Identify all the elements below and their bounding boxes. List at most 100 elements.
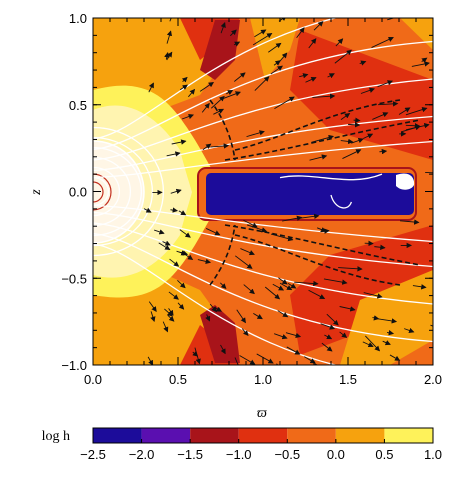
velocity-arrow	[351, 137, 364, 144]
velocity-arrow	[286, 346, 301, 355]
colorbar-frame	[92, 427, 434, 444]
velocity-arrow	[309, 154, 328, 161]
x-tick-label: 1.0	[254, 372, 272, 387]
velocity-arrow	[181, 251, 194, 260]
velocity-arrow	[168, 291, 179, 300]
disk-white-spot	[396, 173, 415, 190]
velocity-arrow	[326, 313, 339, 326]
velocity-arrow	[340, 138, 354, 145]
velocity-arrow	[177, 280, 186, 289]
colorbar-tick-label: 1.0	[424, 447, 442, 462]
velocity-arrow	[166, 30, 173, 44]
velocity-arrow	[181, 113, 194, 120]
velocity-arrow	[192, 351, 199, 357]
colorbar-tick-label: −2.5	[80, 447, 106, 462]
velocity-arrow	[246, 224, 268, 233]
velocity-arrow	[320, 323, 336, 330]
colorbar-tick-label: −1.5	[177, 447, 203, 462]
colorbar-swatch	[141, 428, 191, 443]
field-region-upper-spot	[200, 20, 240, 80]
plot-area	[93, 18, 433, 365]
y-tick-label: −1.0	[61, 358, 87, 373]
disk-inner	[206, 173, 414, 215]
x-axis-label: ϖ	[257, 406, 267, 421]
velocity-arrow	[252, 33, 273, 46]
velocity-arrow	[202, 143, 212, 151]
field-line	[93, 156, 132, 227]
velocity-arrow	[169, 258, 180, 267]
x-tick-label: 0.5	[169, 372, 187, 387]
colorbar-swatch	[384, 428, 433, 443]
field-region-right-upper	[290, 30, 433, 160]
dashed-contours	[209, 99, 421, 286]
velocity-arrow	[233, 41, 241, 47]
velocity-arrow	[304, 356, 316, 364]
velocity-arrow	[364, 335, 381, 352]
velocity-arrow	[254, 76, 270, 91]
velocity-arrow	[234, 357, 242, 365]
velocity-arrow	[181, 76, 188, 83]
velocity-arrow	[389, 354, 401, 361]
field-line	[93, 78, 433, 161]
velocity-arrow	[234, 255, 253, 269]
velocity-arrow	[372, 112, 389, 120]
velocity-arrow	[375, 317, 398, 324]
x-tick-label: 0.0	[84, 372, 102, 387]
velocity-arrow	[230, 29, 237, 37]
velocity-arrow	[362, 341, 374, 348]
velocity-arrow	[170, 207, 179, 213]
x-tick-label: 1.5	[339, 372, 357, 387]
colorbar-swatch	[238, 428, 288, 443]
velocity-arrow	[276, 52, 288, 65]
velocity-arrow	[299, 73, 309, 79]
velocity-arrow	[377, 80, 394, 88]
star-core-contour	[93, 181, 104, 203]
star-outline	[93, 140, 145, 244]
velocity-arrow	[162, 321, 169, 333]
velocity-arrow	[210, 143, 230, 149]
field-line	[93, 204, 433, 243]
velocity-arrow	[277, 310, 289, 318]
velocity-arrow	[274, 333, 288, 340]
velocity-arrow	[296, 213, 320, 220]
colorbar-tick-label: −0.5	[274, 447, 300, 462]
field-line	[93, 18, 338, 140]
velocity-arrow	[379, 148, 388, 155]
velocity-arrow	[164, 52, 170, 60]
velocity-arrow	[421, 57, 428, 63]
velocity-arrow	[179, 229, 191, 238]
colorbar-tick-label: −2.0	[129, 447, 155, 462]
dashed-contour	[209, 224, 236, 286]
velocity-arrow	[241, 328, 249, 337]
velocity-arrow	[166, 151, 181, 157]
velocity-arrow	[278, 277, 288, 285]
velocity-arrow	[359, 60, 367, 66]
velocity-arrow	[327, 73, 335, 79]
velocity-arrow	[312, 93, 336, 99]
velocity-arrow	[270, 65, 283, 75]
velocity-arrow	[148, 82, 154, 93]
velocity-arrow	[243, 219, 258, 228]
field-region-right-lower	[290, 225, 433, 355]
velocity-arrow	[171, 139, 187, 145]
velocity-arrow	[425, 171, 433, 174]
velocity-arrow	[154, 229, 165, 235]
velocity-arrow	[323, 278, 348, 285]
velocity-arrow	[411, 61, 430, 67]
velocity-arrow	[405, 123, 421, 129]
velocity-arrow	[209, 303, 217, 313]
velocity-arrow	[147, 356, 154, 365]
velocity-arrow	[360, 87, 375, 94]
colorbar-tick-label: 0.5	[375, 447, 393, 462]
velocity-arrow	[363, 292, 383, 299]
velocity-arrow	[170, 188, 182, 195]
velocity-arrow	[221, 91, 241, 100]
velocity-arrow	[219, 282, 227, 289]
velocity-arrow	[225, 89, 234, 95]
velocity-arrow	[311, 134, 335, 143]
velocity-arrow	[162, 240, 171, 246]
x-tick-label: 2.0	[424, 372, 442, 387]
velocity-arrow	[270, 233, 294, 242]
y-tick-label: 1.0	[69, 11, 87, 26]
